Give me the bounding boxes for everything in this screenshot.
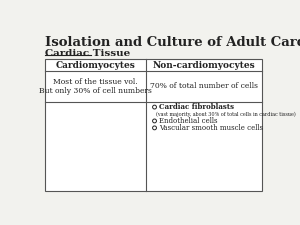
Text: Cardiac Tissue: Cardiac Tissue — [45, 49, 130, 58]
Text: Cardiac fibroblasts: Cardiac fibroblasts — [159, 103, 234, 111]
Text: 70% of total number of cells: 70% of total number of cells — [150, 82, 258, 90]
Text: Endothelial cells: Endothelial cells — [159, 117, 218, 125]
Text: Cardiomyocytes: Cardiomyocytes — [56, 61, 136, 70]
Text: Vascular smooth muscle cells: Vascular smooth muscle cells — [159, 124, 263, 132]
Bar — [45, 59, 262, 191]
Text: (vast majority, about 30% of total cells in cardiac tissue): (vast majority, about 30% of total cells… — [156, 111, 296, 117]
Text: Most of the tissue vol.
But only 30% of cell numbers: Most of the tissue vol. But only 30% of … — [39, 78, 152, 95]
Text: Isolation and Culture of Adult Cardiac Cells: Isolation and Culture of Adult Cardiac C… — [45, 36, 300, 49]
Text: Non-cardiomyocytes: Non-cardiomyocytes — [153, 61, 255, 70]
